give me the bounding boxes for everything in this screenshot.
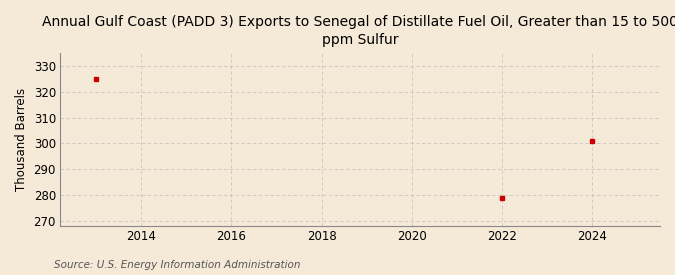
Title: Annual Gulf Coast (PADD 3) Exports to Senegal of Distillate Fuel Oil, Greater th: Annual Gulf Coast (PADD 3) Exports to Se…	[42, 15, 675, 47]
Text: Source: U.S. Energy Information Administration: Source: U.S. Energy Information Administ…	[54, 260, 300, 270]
Y-axis label: Thousand Barrels: Thousand Barrels	[15, 88, 28, 191]
